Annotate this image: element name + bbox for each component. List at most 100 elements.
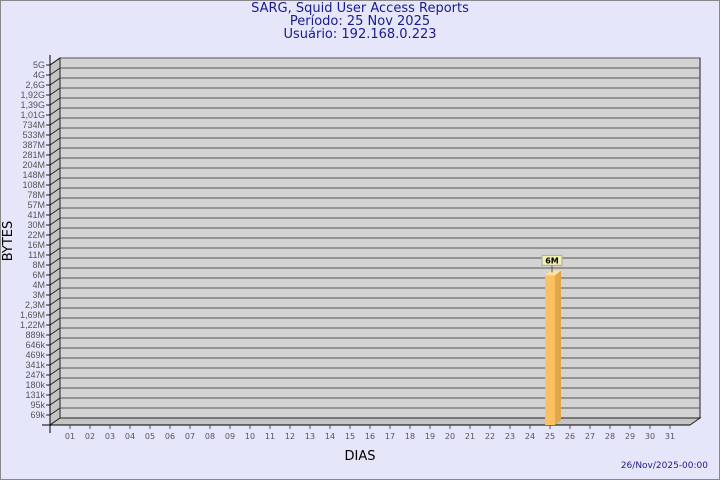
y-tick-label: 1,22M — [20, 320, 45, 330]
chart-title: SARG, Squid User Access Reports — [251, 1, 469, 16]
y-tick-label: 69k — [30, 410, 45, 420]
y-tick-diagonal — [49, 407, 61, 416]
data-label-box — [541, 254, 563, 266]
x-tick-label: 26 — [565, 432, 575, 441]
y-tick-diagonal — [49, 257, 61, 266]
y-tick-label: 6M — [32, 270, 45, 280]
y-tick-diagonal — [49, 107, 61, 116]
y-tick-label: 57M — [27, 200, 45, 210]
y-tick-diagonal — [49, 347, 61, 356]
y-tick-diagonal — [49, 137, 61, 146]
y-tick-diagonal — [49, 267, 61, 276]
y-tick-label: 108M — [22, 180, 45, 190]
y-tick-label: 8M — [32, 260, 45, 270]
y-tick-label: 3M — [32, 290, 45, 300]
y-tick-label: 131k — [25, 390, 45, 400]
x-tick-label: 20 — [445, 432, 455, 441]
y-tick-label: 646k — [25, 340, 45, 350]
y-tick-diagonal — [49, 187, 61, 196]
y-tick-label: 341k — [25, 360, 45, 370]
y-tick-diagonal — [49, 287, 61, 296]
y-tick-diagonal — [49, 57, 61, 66]
y-tick-label: 95k — [30, 400, 45, 410]
y-tick-label: 78M — [27, 190, 45, 200]
y-tick-diagonal — [49, 397, 61, 406]
y-tick-label: 11M — [28, 250, 45, 260]
y-tick-label: 22M — [27, 230, 45, 240]
x-tick-label: 16 — [365, 432, 375, 441]
timestamp: 26/Nov/2025-00:00 — [620, 461, 708, 471]
y-tick-label: 734M — [22, 120, 45, 130]
x-tick-label: 21 — [465, 432, 475, 441]
y-tick-diagonal — [49, 167, 61, 176]
x-tick-label: 05 — [145, 432, 155, 441]
y-tick-label: 16M — [27, 240, 45, 250]
x-tick-label: 29 — [625, 432, 635, 441]
x-tick-label: 19 — [425, 432, 435, 441]
x-tick-label: 25 — [545, 432, 555, 441]
y-tick-diagonal — [49, 377, 61, 386]
x-tick-label: 06 — [165, 432, 175, 441]
y-tick-label: 5G — [33, 60, 45, 70]
bar-side — [555, 270, 561, 425]
x-tick-label: 18 — [405, 432, 415, 441]
y-tick-diagonal — [49, 357, 61, 366]
y-tick-diagonal — [49, 147, 61, 156]
y-tick-label: 387M — [22, 140, 45, 150]
y-tick-label: 1,92G — [20, 90, 45, 100]
x-tick-label: 17 — [385, 432, 395, 441]
y-tick-diagonal — [49, 277, 61, 286]
y-tick-diagonal — [49, 117, 61, 126]
y-tick-diagonal — [49, 317, 61, 326]
y-tick-label: 1,69M — [20, 310, 45, 320]
x-tick-label: 27 — [585, 432, 595, 441]
y-tick-diagonal — [49, 387, 61, 396]
x-tick-label: 31 — [665, 432, 675, 441]
x-tick-label: 30 — [645, 432, 655, 441]
y-tick-diagonal — [49, 327, 61, 336]
x-tick-label: 01 — [65, 432, 75, 441]
y-tick-diagonal — [49, 197, 61, 206]
y-tick-label: 1,01G — [20, 110, 45, 120]
y-tick-diagonal — [49, 207, 61, 216]
y-tick-diagonal — [49, 157, 61, 166]
y-tick-label: 889k — [25, 330, 45, 340]
y-tick-label: 247k — [25, 370, 45, 380]
y-tick-label: 2,6G — [25, 80, 45, 90]
y-tick-label: 4M — [32, 280, 45, 290]
y-tick-diagonal — [49, 217, 61, 226]
y-tick-label: 281M — [22, 150, 45, 160]
x-tick-label: 02 — [85, 432, 95, 441]
y-tick-diagonal — [49, 97, 61, 106]
y-tick-diagonal — [49, 177, 61, 186]
x-tick-label: 24 — [525, 432, 535, 441]
y-tick-label: 30M — [27, 220, 45, 230]
floor — [48, 417, 702, 426]
x-tick-label: 28 — [605, 432, 615, 441]
y-tick-label: 533M — [22, 130, 45, 140]
x-tick-label: 12 — [285, 432, 295, 441]
x-tick-label: 23 — [505, 432, 515, 441]
x-axis-label: DIAS — [345, 449, 376, 464]
y-tick-label: 180k — [25, 380, 45, 390]
x-tick-label: 03 — [105, 432, 115, 441]
y-tick-diagonal — [49, 247, 61, 256]
y-tick-diagonal — [49, 307, 61, 316]
x-tick-label: 10 — [245, 432, 255, 441]
y-tick-label: 4G — [33, 70, 45, 80]
y-tick-label: 1,39G — [20, 100, 45, 110]
y-tick-label: 148M — [22, 170, 45, 180]
data-label: 6M — [545, 256, 559, 265]
x-tick-label: 13 — [305, 432, 315, 441]
x-tick-label: 08 — [205, 432, 215, 441]
x-tick-label: 14 — [325, 432, 335, 441]
y-axis-label: BYTES — [1, 221, 16, 262]
y-tick-diagonal — [49, 77, 61, 86]
y-tick-diagonal — [49, 337, 61, 346]
x-tick-label: 07 — [185, 432, 195, 441]
x-tick-label: 04 — [125, 432, 135, 441]
y-tick-label: 2,3M — [25, 300, 45, 310]
y-tick-diagonal — [49, 67, 61, 76]
y-tick-label: 469k — [25, 350, 45, 360]
